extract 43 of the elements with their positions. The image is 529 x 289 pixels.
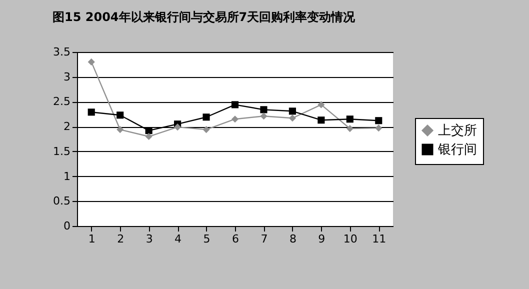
x-tick-label: 6 (232, 232, 239, 246)
x-tick-label: 4 (174, 232, 182, 246)
x-tick-label: 11 (372, 232, 386, 246)
point (116, 112, 124, 119)
x-tick-label: 2 (117, 232, 124, 246)
point (88, 108, 95, 116)
x-tick-label: 10 (343, 232, 358, 246)
y-tick-label: 0.5 (53, 194, 70, 208)
y-tick-label: 1.5 (53, 144, 70, 158)
point (375, 124, 382, 132)
point (260, 106, 268, 114)
y-tick-label: 3.5 (53, 46, 70, 58)
x-tick-label: 9 (318, 232, 326, 246)
point (318, 116, 325, 124)
x-tick-label: 8 (289, 232, 296, 246)
point (174, 124, 182, 131)
point (260, 112, 268, 120)
y-tick-label: 1 (64, 170, 70, 183)
point (202, 114, 210, 121)
y-tick-label: 0 (64, 220, 70, 232)
point (145, 132, 152, 140)
point (116, 126, 124, 134)
point (318, 101, 325, 108)
point (202, 126, 210, 134)
y-tick-label: 3 (64, 70, 70, 84)
point (288, 108, 296, 115)
x-tick-label: 5 (203, 232, 210, 246)
x-tick-label: 1 (88, 232, 96, 246)
point (375, 117, 382, 124)
point (231, 116, 239, 123)
point (231, 101, 239, 108)
legend-label: 银行间 (437, 142, 477, 158)
legend-label: 上交所 (438, 122, 477, 138)
point (346, 116, 354, 123)
y-tick-label: 2.5 (53, 95, 70, 108)
point (145, 127, 152, 134)
point (88, 58, 95, 66)
chart-title: 图15 2004年以来银行间与交易所7天回购利率变动情况 (52, 10, 356, 24)
point (288, 114, 296, 122)
point (346, 125, 354, 132)
x-tick-label: 3 (146, 232, 153, 246)
y-tick-label: 2 (64, 120, 70, 134)
x-tick-label: 7 (260, 232, 268, 246)
